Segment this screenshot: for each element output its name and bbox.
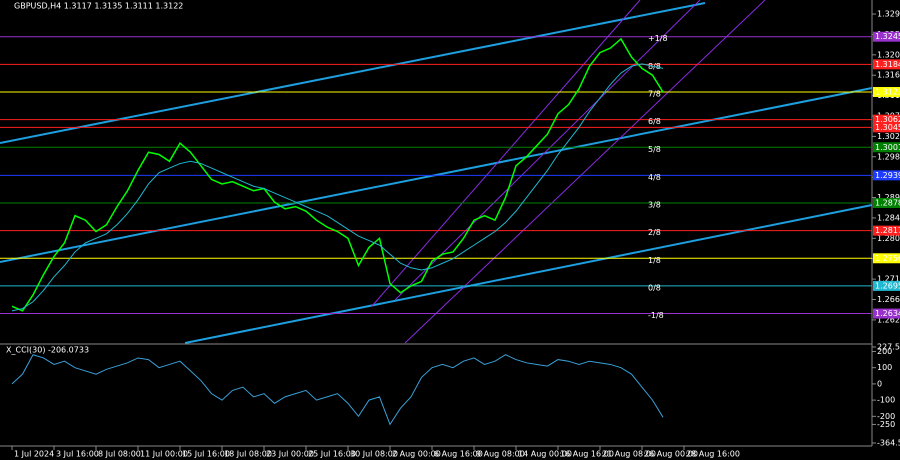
level-price: 1.2695 [875,281,900,290]
x-tick-label: 8 Jul 08:00 [98,450,141,459]
x-tick-label: 3 Jul 16:00 [56,450,99,459]
x-tick-label: 23 Jul 00:00 [266,450,314,459]
y-tick-label: 0 [877,379,882,388]
level-price: 1.3245 [875,32,900,41]
x-tick-label: 18 Jul 08:00 [224,450,272,459]
x-tick-label: 14 Aug 00:00 [518,450,572,459]
level-label: -1/8 [648,311,664,320]
x-tick-label: 6 Aug 16:00 [434,450,483,459]
y-tick-label: 1.3205 [877,50,900,59]
level-label: 2/8 [648,228,661,237]
regression-line [394,0,701,301]
channel-line [184,204,873,344]
level-label: 4/8 [648,173,661,182]
level-price: 1.3184 [875,60,900,69]
y-tick-label: -200 [877,412,895,421]
level-price: 1.3123 [875,87,900,96]
y-tick-label: -100 [877,396,895,405]
x-tick-label: 9 Aug 08:00 [476,450,525,459]
y-tick-label: 227.596 [877,343,900,352]
y-tick-label: 1.2800 [877,234,900,243]
channel-line [0,2,706,144]
level-price: 1.2756 [875,254,900,263]
level-price-box [873,142,900,153]
y-tick-label: 1.2845 [877,213,900,222]
y-tick-label: 1.3295 [877,10,900,19]
chart-title: GBPUSD,H4 1.3117 1.3135 1.3111 1.3122 [14,2,183,11]
y-tick-label: -364.55 [877,439,900,448]
level-label: +1/8 [648,34,668,43]
level-label: 6/8 [648,117,661,126]
level-price: 1.3045 [875,123,900,132]
level-price-box [873,280,900,291]
y-tick-label: 1.3025 [877,132,900,141]
x-tick-label: 1 Jul 2024 [14,450,54,459]
y-tick-label: 100 [877,363,892,372]
level-price-box [873,225,900,236]
x-tick-label: 30 Jul 08:00 [350,450,398,459]
y-tick-label: 1.2890 [877,193,900,202]
level-price-box [873,31,900,42]
y-tick-label: 1.3160 [877,71,900,80]
trend-channels [0,0,873,344]
y-tick-label: 1.2620 [877,315,900,324]
series-line [11,354,664,426]
level-price-box [873,253,900,264]
y-tick-label: 200 [877,347,892,356]
x-tick-label: 25 Jul 16:00 [308,450,356,459]
level-price: 1.3062 [875,115,900,124]
x-tick-label: 2 Aug 00:00 [392,450,441,459]
level-price: 1.2817 [875,226,900,235]
indicator-title: X_CCI(30) -206.0733 [6,346,89,355]
level-price: 1.3001 [875,143,900,152]
x-tick-label: 15 Jul 16:00 [182,450,230,459]
level-label: 7/8 [648,89,661,98]
level-label: 0/8 [648,283,661,292]
level-price-box [873,197,900,208]
level-label: 1/8 [648,256,661,265]
level-label: 5/8 [648,145,661,154]
level-price: 1.2878 [875,198,900,207]
y-tick-label: 1.2980 [877,152,900,161]
x-tick-label: 21 Aug 08:00 [602,450,656,459]
regression-line [371,0,641,307]
level-price: 1.2939 [875,171,900,180]
series-line [11,37,664,312]
series-line [11,63,664,312]
level-price: 1.2634 [875,309,900,318]
level-price-box [873,59,900,70]
level-price-box [873,170,900,181]
level-label: 3/8 [648,200,661,209]
y-tick-label: 1.2665 [877,295,900,304]
x-tick-label: 16 Aug 16:00 [560,450,614,459]
x-tick-label: 26 Aug 00:00 [644,450,698,459]
x-tick-label: 11 Jul 00:00 [140,450,188,459]
x-tick-label: 28 Aug 16:00 [686,450,740,459]
y-tick-label: -250 [877,420,895,429]
level-price-box [873,308,900,319]
y-tick-label: 1.2710 [877,275,900,284]
level-price-box [873,122,900,133]
level-price-box [873,114,900,125]
level-price-box [873,86,900,97]
